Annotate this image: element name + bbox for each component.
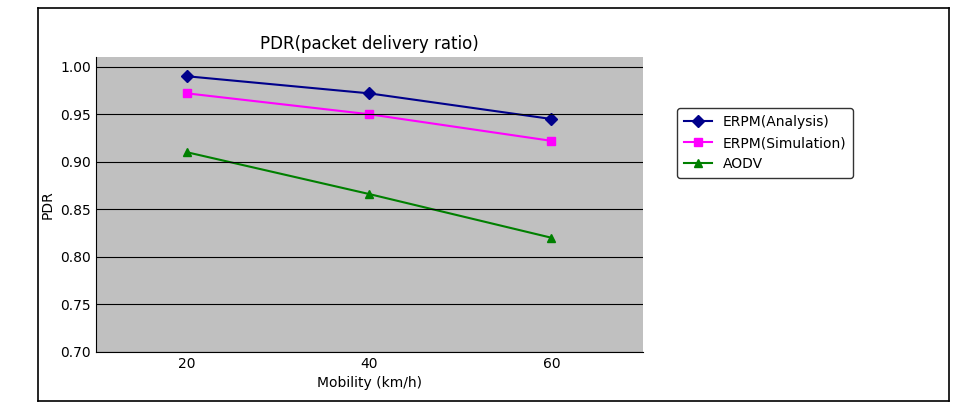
Line: ERPM(Simulation): ERPM(Simulation)	[183, 89, 555, 145]
AODV	[181, 150, 193, 155]
ERPM(Simulation)	[546, 138, 557, 143]
Line: ERPM(Analysis): ERPM(Analysis)	[183, 72, 555, 123]
ERPM(Analysis)	[363, 91, 375, 96]
Title: PDR(packet delivery ratio): PDR(packet delivery ratio)	[260, 35, 479, 53]
X-axis label: Mobility (km/h): Mobility (km/h)	[316, 376, 422, 390]
ERPM(Simulation)	[363, 112, 375, 117]
Y-axis label: PDR: PDR	[40, 190, 55, 219]
AODV	[546, 235, 557, 240]
ERPM(Simulation)	[181, 91, 193, 96]
ERPM(Analysis)	[181, 74, 193, 79]
ERPM(Analysis)	[546, 117, 557, 121]
Legend: ERPM(Analysis), ERPM(Simulation), AODV: ERPM(Analysis), ERPM(Simulation), AODV	[677, 108, 854, 178]
AODV	[363, 191, 375, 196]
Line: AODV: AODV	[183, 148, 555, 242]
